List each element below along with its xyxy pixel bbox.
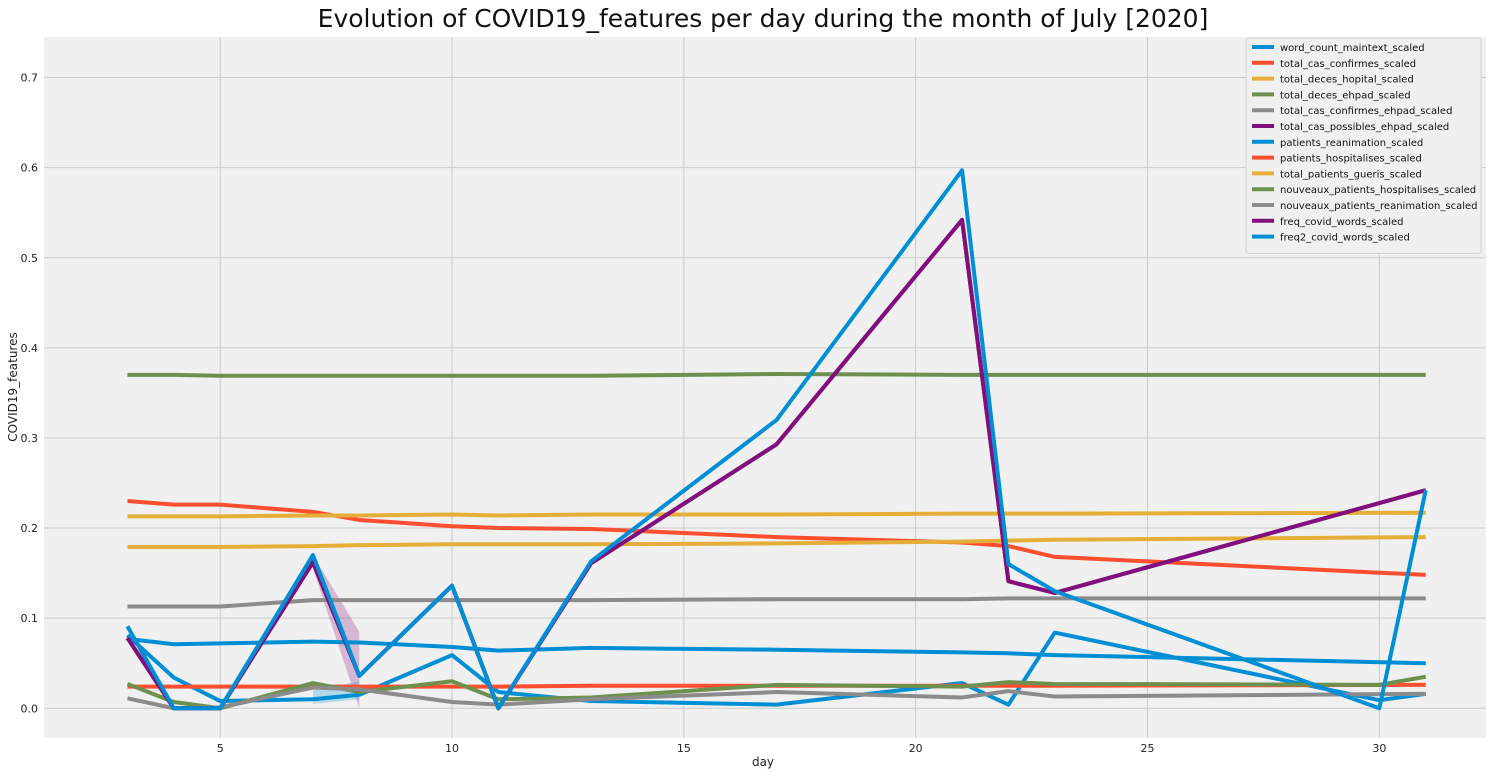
series-line-patients_hospitalises_scaled bbox=[127, 682, 1426, 689]
legend-label: total_patients_gueris_scaled bbox=[1280, 169, 1422, 180]
legend-label: total_cas_confirmes_ehpad_scaled bbox=[1280, 106, 1452, 117]
y-tick-labels: 0.0 0.1 0.2 0.3 0.4 0.5 0.6 0.7 bbox=[21, 72, 39, 716]
y-tick-label: 0.5 bbox=[21, 252, 39, 265]
legend: word_count_maintext_scaled total_cas_conf… bbox=[1245, 37, 1482, 254]
legend-label: total_deces_ehpad_scaled bbox=[1280, 90, 1411, 101]
x-tick-labels: 5 10 15 20 25 30 bbox=[217, 742, 1387, 755]
series-line-total_cas_confirmes_ehpad_scaled bbox=[127, 596, 1426, 609]
grid bbox=[44, 37, 1486, 738]
y-tick-label: 0.2 bbox=[21, 522, 39, 535]
legend-label: freq2_covid_words_scaled bbox=[1280, 233, 1410, 244]
series-line-freq2_covid_words_scaled bbox=[125, 168, 1428, 711]
x-tick-label: 20 bbox=[909, 742, 923, 755]
series-lines bbox=[125, 168, 1428, 711]
series-line-total_patients_gueris_scaled bbox=[127, 535, 1426, 549]
y-tick-label: 0.4 bbox=[21, 342, 39, 355]
series-line-total_deces_hopital_scaled bbox=[127, 510, 1426, 519]
legend-label: patients_reanimation_scaled bbox=[1280, 138, 1423, 149]
y-tick-label: 0.7 bbox=[21, 72, 39, 85]
chart-title: Evolution of COVID19_features per day du… bbox=[318, 4, 1209, 33]
x-tick-label: 15 bbox=[677, 742, 691, 755]
x-tick-label: 5 bbox=[217, 742, 224, 755]
y-tick-label: 0.1 bbox=[21, 612, 39, 625]
legend-label: patients_hospitalises_scaled bbox=[1280, 154, 1422, 165]
x-tick-label: 30 bbox=[1372, 742, 1386, 755]
x-tick-label: 25 bbox=[1141, 742, 1155, 755]
y-tick-label: 0.0 bbox=[21, 702, 39, 715]
x-tick-label: 10 bbox=[445, 742, 459, 755]
y-tick-label: 0.3 bbox=[21, 432, 39, 445]
legend-label: total_cas_confirmes_scaled bbox=[1280, 59, 1416, 70]
legend-label: total_deces_hopital_scaled bbox=[1280, 75, 1414, 86]
series-line-total_deces_ehpad_scaled bbox=[127, 371, 1426, 378]
legend-label: word_count_maintext_scaled bbox=[1280, 43, 1425, 54]
legend-label: nouveaux_patients_reanimation_scaled bbox=[1280, 201, 1477, 212]
y-tick-label: 0.6 bbox=[21, 162, 39, 175]
series-line-total_cas_confirmes_scaled bbox=[127, 499, 1426, 577]
legend-label: freq_covid_words_scaled bbox=[1280, 217, 1403, 228]
legend-label: total_cas_possibles_ehpad_scaled bbox=[1280, 122, 1449, 133]
x-axis-label: day bbox=[752, 755, 774, 769]
y-axis-label: COVID19_features bbox=[6, 332, 20, 441]
series-line-word_count_maintext_scaled bbox=[127, 636, 1426, 666]
legend-label: nouveaux_patients_hospitalises_scaled bbox=[1280, 185, 1476, 196]
legend-frame bbox=[1245, 37, 1482, 254]
